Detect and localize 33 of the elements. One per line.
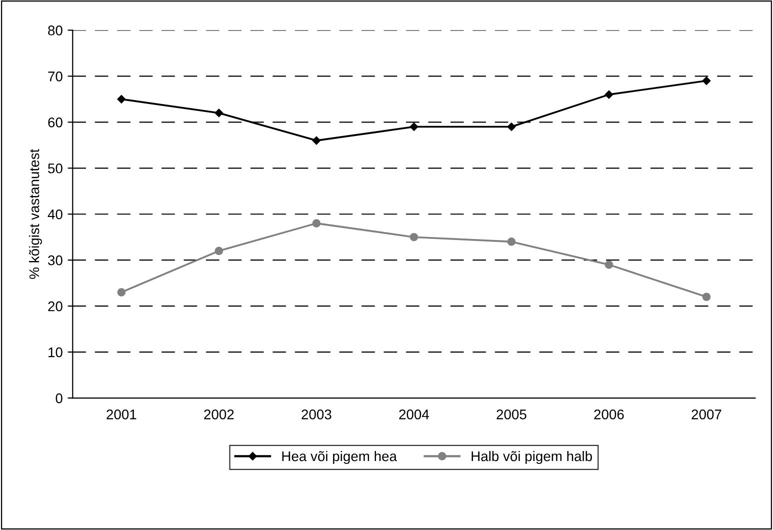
y-tick-label: 20 [48,301,62,312]
point [604,260,614,269]
point [410,232,418,242]
point [312,136,321,145]
point [702,292,711,302]
y-axis-title: % kõigist vastanutest [28,148,42,279]
x-tick-label: 2006 [594,410,624,420]
y-tick-label: 40 [48,209,62,220]
y-tick-label: 50 [48,163,62,174]
x-tick-label: 2007 [692,410,722,420]
y-tick-label: 70 [48,72,62,82]
y-tick-label: 10 [48,347,62,358]
x-tick-label: 2004 [399,410,429,420]
point [507,238,516,246]
point [410,122,418,131]
legend-label: Hea või pigem hea [282,450,397,464]
y-tick-label: 30 [48,255,62,266]
point [214,108,224,118]
point [214,246,224,256]
legend-label: Halb või pigem halb [472,450,592,464]
y-tick-label: 0 [56,393,62,404]
point [117,288,126,296]
point [117,95,126,104]
x-tick-label: 2005 [496,410,526,420]
x-tick-label: 2001 [106,410,136,420]
point [507,122,516,131]
point [702,76,711,85]
point [604,90,614,99]
x-tick-label: 2002 [204,410,234,420]
point [312,219,321,228]
y-tick-label: 80 [48,26,62,36]
x-tick-label: 2003 [302,410,332,420]
y-tick-label: 60 [48,118,62,128]
